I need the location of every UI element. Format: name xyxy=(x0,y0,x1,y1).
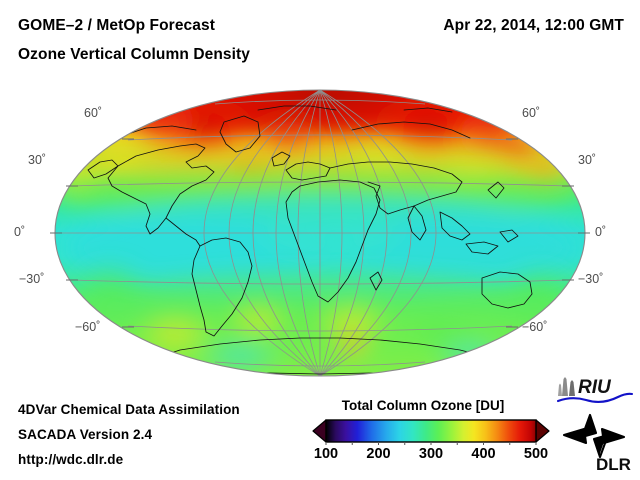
colorbar: Total Column Ozone [DU] xyxy=(300,398,550,476)
lat-label-left-60: 60˚ xyxy=(84,106,103,120)
page-subtitle: Ozone Vertical Column Density xyxy=(18,46,251,63)
colorbar-title: Total Column Ozone [DU] xyxy=(341,398,505,413)
colorbar-tick-400: 400 xyxy=(471,446,496,462)
colorbar-tick-500: 500 xyxy=(523,446,549,462)
lat-label-right-m60: −60˚ xyxy=(522,320,548,334)
colorbar-scale xyxy=(312,419,550,445)
ozone-map-svg xyxy=(50,89,590,377)
colorbar-min-arrow xyxy=(312,419,327,443)
footer-line-url: http://wdc.dlr.de xyxy=(18,452,124,467)
riu-wave-icon xyxy=(556,392,634,403)
colorbar-tick-100: 100 xyxy=(313,446,339,462)
lat-label-right-0: 0˚ xyxy=(595,225,607,239)
ozone-field xyxy=(55,90,585,376)
colorbar-gradient xyxy=(325,419,537,443)
lat-label-left-0: 0˚ xyxy=(14,225,26,239)
forecast-timestamp: Apr 22, 2014, 12:00 GMT xyxy=(443,17,624,34)
colorbar-tick-labels: 100 200 300 400 500 xyxy=(300,446,550,468)
colorbar-ticks xyxy=(325,442,537,445)
lat-label-right-30: 30˚ xyxy=(578,153,597,167)
map-coastlines xyxy=(87,105,559,375)
lat-label-right-60: 60˚ xyxy=(522,106,541,120)
colorbar-max-arrow xyxy=(535,419,550,443)
colorbar-tick-200: 200 xyxy=(366,446,391,462)
colorbar-tick-300: 300 xyxy=(418,446,444,462)
dlr-pinwheel-fill xyxy=(565,416,623,456)
riu-logo: RIU xyxy=(556,377,634,403)
lat-label-left-m30: −30˚ xyxy=(19,272,45,286)
riu-tower-icon xyxy=(558,377,575,396)
ozone-map: 60˚ 30˚ 0˚ −30˚ −60˚ 60˚ 30˚ 0˚ −30˚ −60… xyxy=(0,82,640,382)
page-title: GOME–2 / MetOp Forecast xyxy=(18,17,215,34)
footer-line-method: 4DVar Chemical Data Assimilation xyxy=(18,402,240,417)
footer-line-version: SACADA Version 2.4 xyxy=(18,427,153,442)
lat-label-left-30: 30˚ xyxy=(28,153,47,167)
riu-logo-text: RIU xyxy=(578,377,612,398)
dlr-logo-text: DLR xyxy=(596,455,631,473)
lat-label-left-m60: −60˚ xyxy=(75,320,101,334)
dlr-logo: DLR xyxy=(562,413,631,473)
lat-label-right-m30: −30˚ xyxy=(578,272,604,286)
map-lat-ticks xyxy=(50,138,590,328)
